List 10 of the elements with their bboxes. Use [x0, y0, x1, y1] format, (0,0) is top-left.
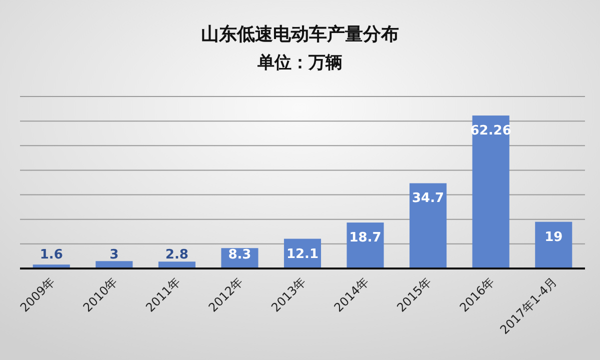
data-label: 34.7	[412, 191, 444, 206]
data-label: 1.6	[40, 248, 63, 262]
data-label: 8.3	[228, 248, 252, 262]
data-label: 18.7	[349, 230, 382, 246]
data-label: 19	[544, 230, 563, 245]
chart-subtitle: 单位：万辆	[256, 53, 342, 73]
data-label: 12.1	[286, 246, 319, 262]
chart-title: 山东低速电动车产量分布	[201, 24, 399, 45]
data-label: 3	[110, 248, 119, 262]
data-label: 2.8	[165, 248, 188, 262]
